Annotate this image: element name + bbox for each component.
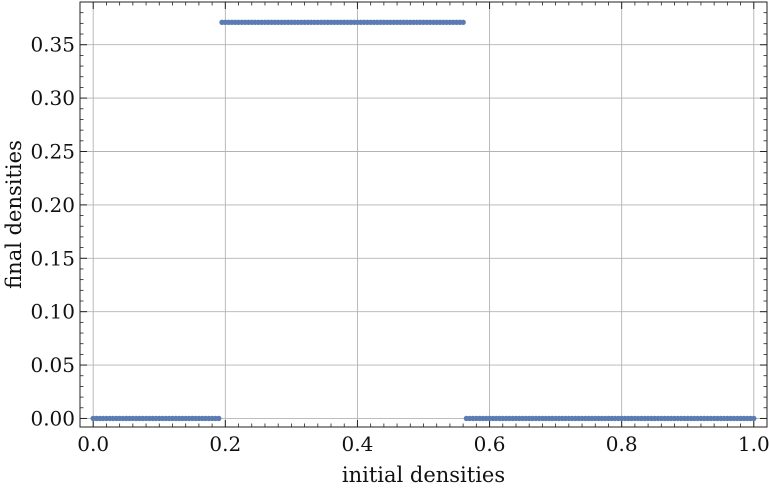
y-tick-label: 0.25 — [30, 139, 75, 163]
y-tick-label: 0.10 — [30, 300, 75, 324]
y-axis-label: final densities — [2, 140, 26, 289]
y-tick-label: 0.35 — [30, 33, 75, 57]
data-point — [216, 415, 222, 422]
axis-ticks — [79, 1, 768, 427]
x-tick-label: 0.2 — [209, 432, 241, 456]
x-tick-label: 0.0 — [77, 432, 109, 456]
y-tick-label: 0.05 — [30, 353, 75, 377]
data-point — [460, 19, 466, 25]
x-tick-label: 0.8 — [606, 432, 638, 456]
grid-lines — [80, 2, 767, 427]
x-tick-labels: 0.0 0.2 0.4 0.6 0.8 1.0 — [77, 432, 769, 456]
data-point — [751, 415, 757, 422]
y-tick-label: 0.15 — [30, 246, 75, 270]
y-tick-label: 0.20 — [30, 193, 75, 217]
plot-frame — [79, 1, 768, 428]
y-tick-label: 0.30 — [30, 86, 75, 110]
x-tick-label: 0.6 — [474, 432, 506, 456]
x-axis-label: initial densities — [342, 463, 505, 487]
y-tick-labels: 0.00 0.05 0.10 0.15 0.20 0.25 0.30 0.35 — [30, 33, 75, 431]
x-tick-label: 1.0 — [738, 432, 769, 456]
x-tick-label: 0.4 — [342, 432, 374, 456]
y-tick-label: 0.00 — [30, 406, 75, 430]
data-points — [90, 19, 757, 422]
